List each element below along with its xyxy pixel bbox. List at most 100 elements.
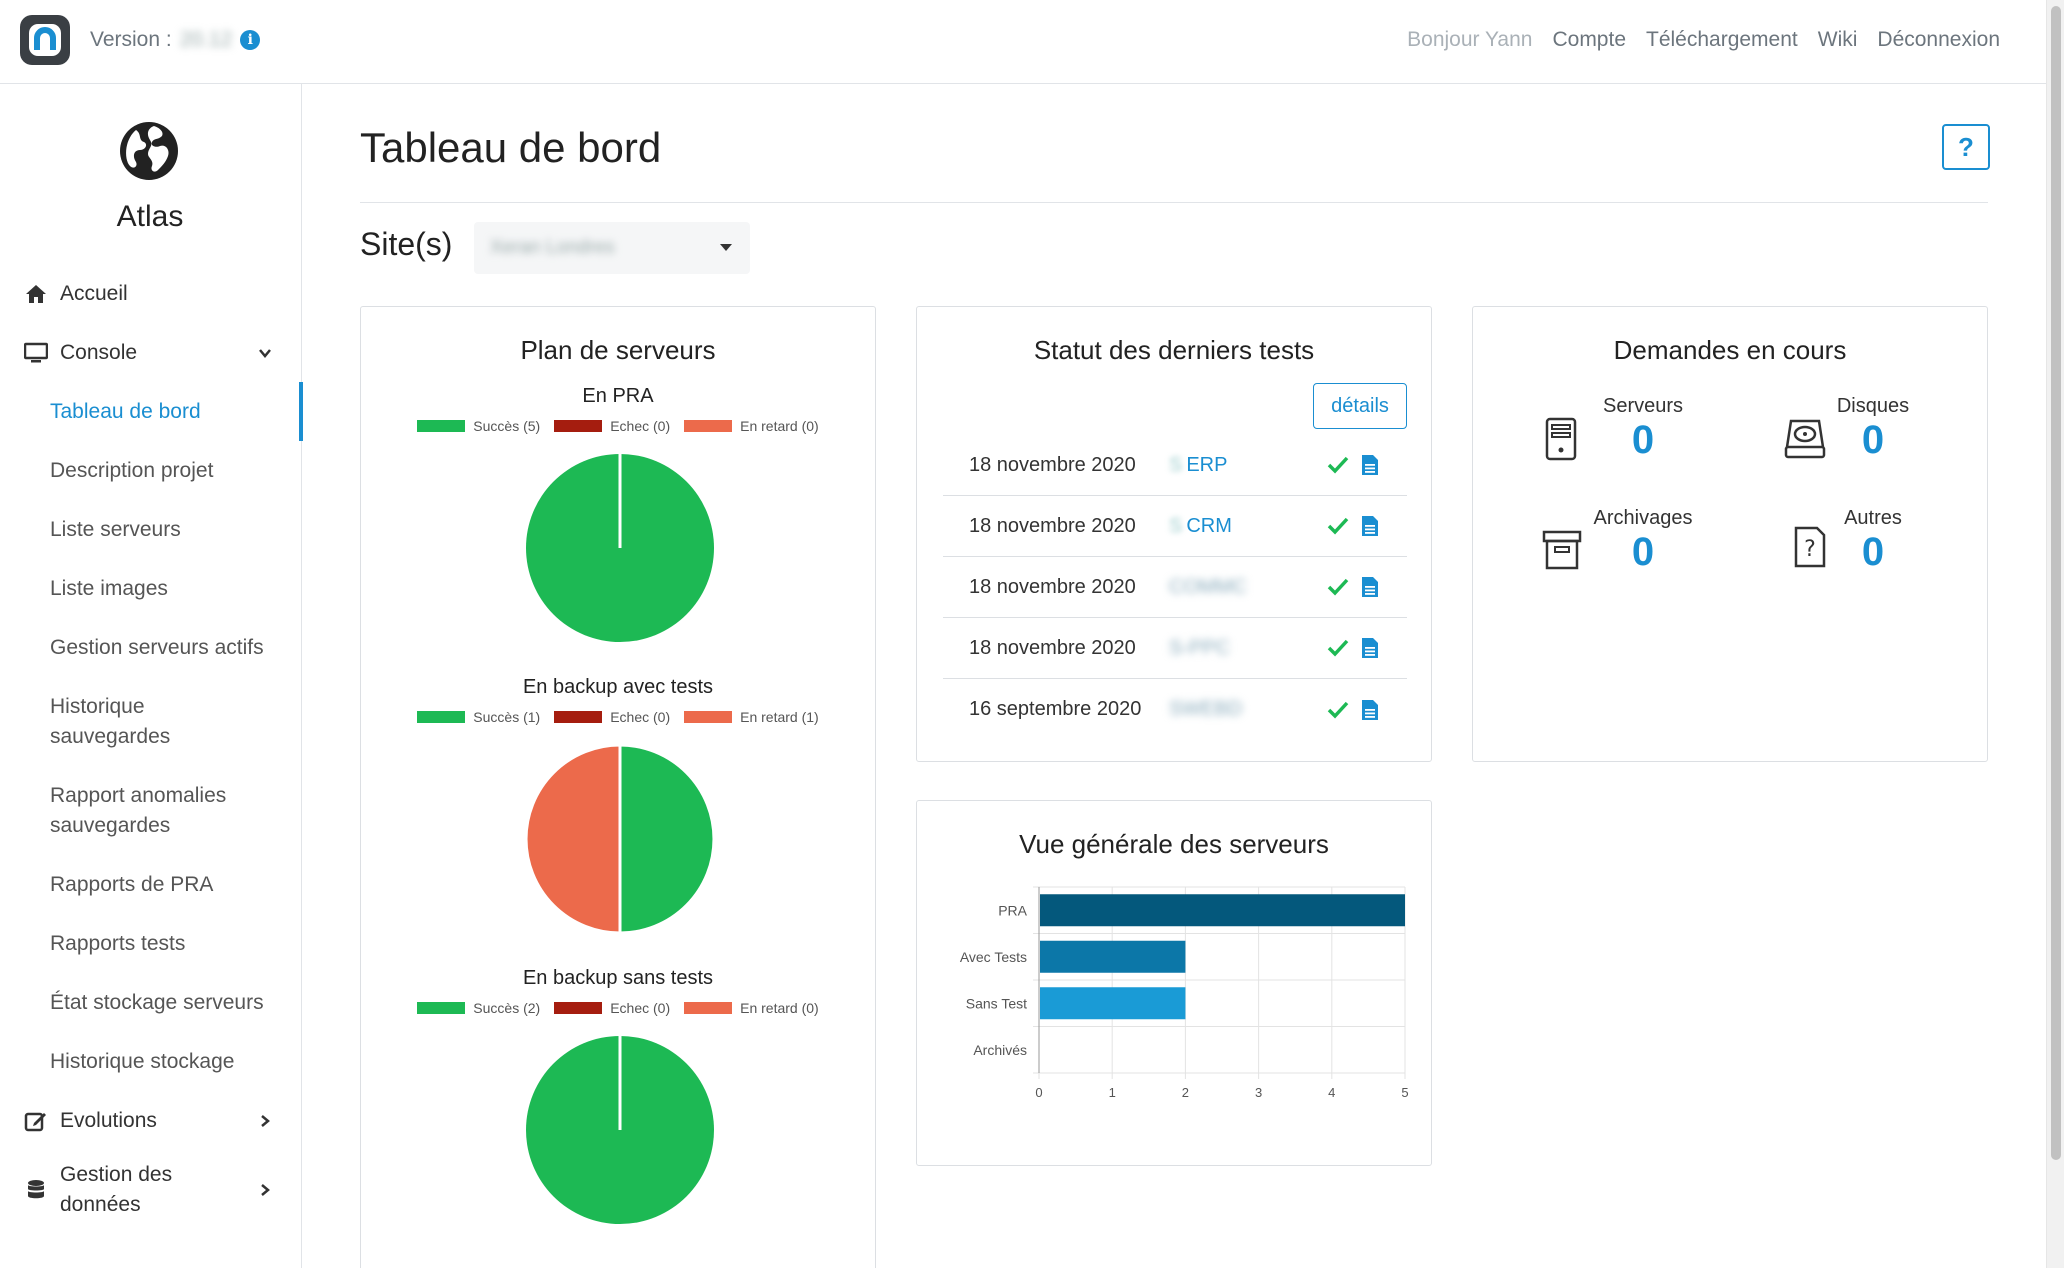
x-tick-label: 4 xyxy=(1328,1085,1335,1100)
report-file-icon[interactable] xyxy=(1361,637,1379,659)
page-scrollbar[interactable] xyxy=(2046,0,2064,1268)
sidebar-item-description-projet[interactable]: Description projet xyxy=(50,458,214,482)
pie-legend: Succès (1) Echec (0) En retard (1) xyxy=(361,709,875,725)
nav-wiki-link[interactable]: Wiki xyxy=(1817,28,1858,51)
sidebar-item-label: Evolutions xyxy=(60,1108,157,1132)
nav-account-link[interactable]: Compte xyxy=(1552,28,1626,51)
details-button[interactable]: détails xyxy=(1313,383,1407,429)
test-app-name: COMMC xyxy=(1169,575,1247,598)
check-icon xyxy=(1327,517,1349,535)
test-row: 18 novembre 2020 S CRM xyxy=(943,496,1407,557)
y-tick-label: PRA xyxy=(998,902,1027,918)
site-select[interactable]: Xeran Londres xyxy=(474,222,750,274)
card-title: Demandes en cours xyxy=(1613,335,1847,365)
request-count: 0 xyxy=(1861,418,1885,462)
legend-success[interactable]: Succès (2) xyxy=(417,1000,540,1016)
edit-icon xyxy=(24,1109,48,1133)
sidebar-item-liste-images[interactable]: Liste images xyxy=(50,576,168,600)
report-file-icon[interactable] xyxy=(1361,515,1379,537)
svg-text:?: ? xyxy=(1804,537,1816,562)
sidebar-item-evolutions[interactable]: Evolutions xyxy=(0,1091,302,1150)
sidebar-item-console[interactable]: Console xyxy=(0,323,302,382)
sidebar-item-label: Gestion des données xyxy=(60,1163,173,1216)
test-app-name: ERP xyxy=(1186,453,1228,476)
request-label: Archivages xyxy=(1593,507,1693,529)
legend-late[interactable]: En retard (1) xyxy=(684,709,819,725)
sidebar-item-historique-stockage[interactable]: Historique stockage xyxy=(50,1049,235,1073)
test-app-link[interactable]: SWEBD xyxy=(1169,698,1242,721)
test-row: 18 novembre 2020 COMMC xyxy=(943,557,1407,618)
request-disks[interactable]: Disques 0 xyxy=(1813,395,1933,463)
version-value: 20.12 xyxy=(179,28,233,51)
legend-late[interactable]: En retard (0) xyxy=(684,1000,819,1016)
sidebar-item-rapport-anomalies[interactable]: Rapport anomalies sauvegardes xyxy=(50,783,227,837)
legend-success[interactable]: Succès (5) xyxy=(417,418,540,434)
test-date: 18 novembre 2020 xyxy=(969,575,1136,598)
scrollbar-thumb[interactable] xyxy=(2051,6,2061,1160)
test-date: 18 novembre 2020 xyxy=(969,636,1136,659)
info-icon[interactable]: i xyxy=(240,30,261,50)
disk-icon xyxy=(1784,419,1826,459)
legend-fail[interactable]: Echec (0) xyxy=(554,709,670,725)
test-app-link[interactable]: S-PPC xyxy=(1169,637,1230,660)
sidebar: Atlas Accueil Console Tableau de bord De… xyxy=(0,84,303,1268)
test-row: 16 septembre 2020 SWEBD xyxy=(943,679,1407,740)
sidebar-item-rapports-tests[interactable]: Rapports tests xyxy=(50,931,186,955)
x-tick-label: 5 xyxy=(1401,1085,1408,1100)
test-app-link[interactable]: COMMC xyxy=(1169,576,1247,599)
request-servers[interactable]: Serveurs 0 xyxy=(1583,395,1703,463)
legend-fail[interactable]: Echec (0) xyxy=(554,418,670,434)
sidebar-item-historique-sauvegardes[interactable]: Historique sauvegardes xyxy=(50,694,171,748)
card-title: Statut des derniers tests xyxy=(1033,335,1315,365)
report-file-icon[interactable] xyxy=(1361,454,1379,476)
sidebar-item-gestion-donnees[interactable]: Gestion des données xyxy=(0,1150,302,1230)
legend-late[interactable]: En retard (0) xyxy=(684,418,819,434)
bar-pra[interactable] xyxy=(1040,894,1405,927)
greeting: Bonjour Yann xyxy=(1407,28,1533,51)
site-select-value: Xeran Londres xyxy=(490,237,615,258)
legend-fail[interactable]: Echec (0) xyxy=(554,1000,670,1016)
page-title: Tableau de bord xyxy=(360,124,662,171)
globe-icon xyxy=(120,122,178,180)
version-info: Version : 20.12 i xyxy=(90,28,261,52)
servers-bar-chart: 0 1 2 3 4 5 PRA Avec Tests Sans Test Archivés xyxy=(960,886,1409,1100)
help-button[interactable]: ? xyxy=(1942,124,1990,170)
x-tick-label: 2 xyxy=(1182,1085,1189,1100)
servers-plan-card: Plan de serveurs En PRA Succès (5) Echec… xyxy=(360,306,876,1268)
sidebar-nav: Accueil Console Tableau de bord Descript… xyxy=(0,264,303,1230)
test-date: 18 novembre 2020 xyxy=(969,514,1136,537)
app-logo[interactable] xyxy=(20,15,70,65)
pie-slice-en-retard[interactable] xyxy=(525,744,622,934)
legend-success[interactable]: Succès (1) xyxy=(417,709,540,725)
test-app-link[interactable]: S ERP xyxy=(1169,454,1227,477)
check-icon xyxy=(1327,639,1349,657)
pie-title: En backup sans tests xyxy=(522,967,714,989)
card-title: Plan de serveurs xyxy=(520,335,716,365)
test-app-link[interactable]: S CRM xyxy=(1169,515,1232,538)
request-others[interactable]: Autres 0 xyxy=(1813,507,1933,575)
sidebar-item-accueil[interactable]: Accueil xyxy=(0,264,302,323)
sidebar-item-rapports-pra[interactable]: Rapports de PRA xyxy=(50,872,214,896)
sidebar-item-label: Accueil xyxy=(60,281,128,305)
request-archives[interactable]: Archivages 0 xyxy=(1578,507,1708,575)
brand-name: Atlas xyxy=(116,200,184,233)
bar-avec-tests[interactable] xyxy=(1040,940,1186,973)
nav-download-link[interactable]: Téléchargement xyxy=(1646,28,1798,51)
request-count: 0 xyxy=(1861,530,1885,574)
pie-svg-backup-no-tests xyxy=(526,1036,714,1224)
test-app-name: S-PPC xyxy=(1169,636,1231,659)
sidebar-item-etat-stockage[interactable]: État stockage serveurs xyxy=(50,990,264,1014)
report-file-icon[interactable] xyxy=(1361,576,1379,598)
sidebar-item-liste-serveurs[interactable]: Liste serveurs xyxy=(50,517,181,541)
sidebar-item-tableau-de-bord[interactable]: Tableau de bord xyxy=(0,382,303,441)
top-nav: Bonjour Yann Compte Téléchargement Wiki … xyxy=(1407,28,2000,52)
check-icon xyxy=(1327,701,1349,719)
question-file-icon: ? xyxy=(1794,526,1826,568)
report-file-icon[interactable] xyxy=(1361,699,1379,721)
bar-sans-test[interactable] xyxy=(1040,987,1186,1020)
home-icon xyxy=(24,282,48,306)
pie-slice-succès[interactable] xyxy=(618,744,715,934)
chevron-right-icon xyxy=(261,1114,270,1127)
nav-logout-link[interactable]: Déconnexion xyxy=(1877,28,2000,51)
sidebar-item-gestion-serveurs-actifs[interactable]: Gestion serveurs actifs xyxy=(50,635,264,659)
